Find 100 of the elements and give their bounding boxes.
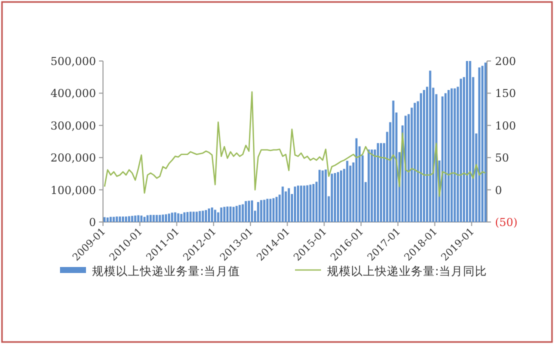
bar xyxy=(131,216,134,222)
y-tick-label: 200,000 xyxy=(50,152,96,165)
bar xyxy=(168,214,170,222)
y2-tick-label: 200 xyxy=(495,55,516,68)
bar xyxy=(269,198,272,222)
bar xyxy=(122,216,124,222)
bar xyxy=(466,61,468,222)
bar xyxy=(196,212,198,222)
bar xyxy=(250,200,254,222)
bar xyxy=(368,150,370,222)
bar xyxy=(162,214,164,222)
bar xyxy=(214,210,216,222)
bar xyxy=(177,213,180,222)
bar xyxy=(202,210,204,222)
bar xyxy=(143,216,146,222)
bar xyxy=(389,122,392,222)
bar xyxy=(288,188,290,222)
bar xyxy=(146,215,149,222)
bar xyxy=(318,170,321,222)
bar xyxy=(448,90,450,222)
bar xyxy=(254,210,256,222)
y-tick-label: 300,000 xyxy=(50,119,96,132)
bar xyxy=(232,206,235,222)
y-tick-label: 0 xyxy=(89,216,96,229)
bar xyxy=(223,206,226,222)
bar xyxy=(386,132,388,222)
y2-tick-label: (50) xyxy=(495,216,518,229)
bar xyxy=(358,146,361,222)
bar xyxy=(456,86,459,222)
bar xyxy=(454,88,456,222)
bar xyxy=(238,204,241,222)
bar xyxy=(294,186,296,222)
bar xyxy=(272,198,275,222)
bar xyxy=(236,206,238,222)
bar xyxy=(349,166,352,222)
bar xyxy=(257,202,260,222)
bar xyxy=(300,186,302,222)
bar xyxy=(408,114,410,222)
bar xyxy=(220,208,222,222)
bar xyxy=(315,182,318,222)
bar xyxy=(475,133,478,222)
bar xyxy=(210,208,214,222)
bar xyxy=(128,216,130,222)
bar xyxy=(364,182,367,222)
y2-tick-label: 150 xyxy=(495,87,516,100)
bar xyxy=(422,90,426,222)
bar xyxy=(330,174,333,222)
bar xyxy=(226,206,228,222)
bar xyxy=(324,170,327,222)
line-series xyxy=(104,91,486,197)
bar xyxy=(278,194,281,222)
bar xyxy=(414,102,416,222)
bar xyxy=(260,200,262,222)
bar xyxy=(432,88,434,222)
bar xyxy=(416,101,419,222)
bar xyxy=(328,196,330,222)
bar xyxy=(334,173,336,222)
bar xyxy=(478,67,480,222)
bar xyxy=(429,70,432,222)
bar xyxy=(110,216,112,222)
bar xyxy=(343,168,346,222)
bar xyxy=(242,204,244,222)
bar xyxy=(340,170,342,222)
bar xyxy=(158,214,161,222)
bar xyxy=(309,184,312,222)
bar xyxy=(171,212,174,222)
y-tick-label: 500,000 xyxy=(50,55,96,68)
bar xyxy=(217,212,220,222)
y2-tick-label: 50 xyxy=(495,152,509,165)
bar xyxy=(150,214,152,222)
bar xyxy=(322,170,324,222)
bar xyxy=(370,150,373,222)
legend-label: 规模以上快递业务量:当月同比 xyxy=(327,264,487,278)
bar xyxy=(284,191,287,222)
bar xyxy=(450,88,453,222)
bar xyxy=(383,143,386,222)
bar xyxy=(362,155,364,222)
bar xyxy=(180,214,182,222)
bar xyxy=(312,184,315,222)
bar xyxy=(208,208,210,222)
bar xyxy=(410,108,413,222)
bar xyxy=(116,216,118,222)
bar xyxy=(263,200,266,222)
bar xyxy=(134,216,136,222)
bar xyxy=(444,93,447,222)
bar xyxy=(481,66,484,222)
bar xyxy=(346,160,348,222)
bar xyxy=(336,172,340,222)
bar xyxy=(183,212,186,222)
bar xyxy=(118,216,121,222)
bar xyxy=(152,214,155,222)
bar xyxy=(460,78,462,222)
bar xyxy=(420,93,422,222)
bar xyxy=(156,214,158,222)
bar xyxy=(192,212,195,222)
bar xyxy=(189,212,192,222)
bar xyxy=(282,186,284,222)
bar xyxy=(204,210,207,222)
bar xyxy=(275,196,278,222)
bar xyxy=(303,186,306,222)
